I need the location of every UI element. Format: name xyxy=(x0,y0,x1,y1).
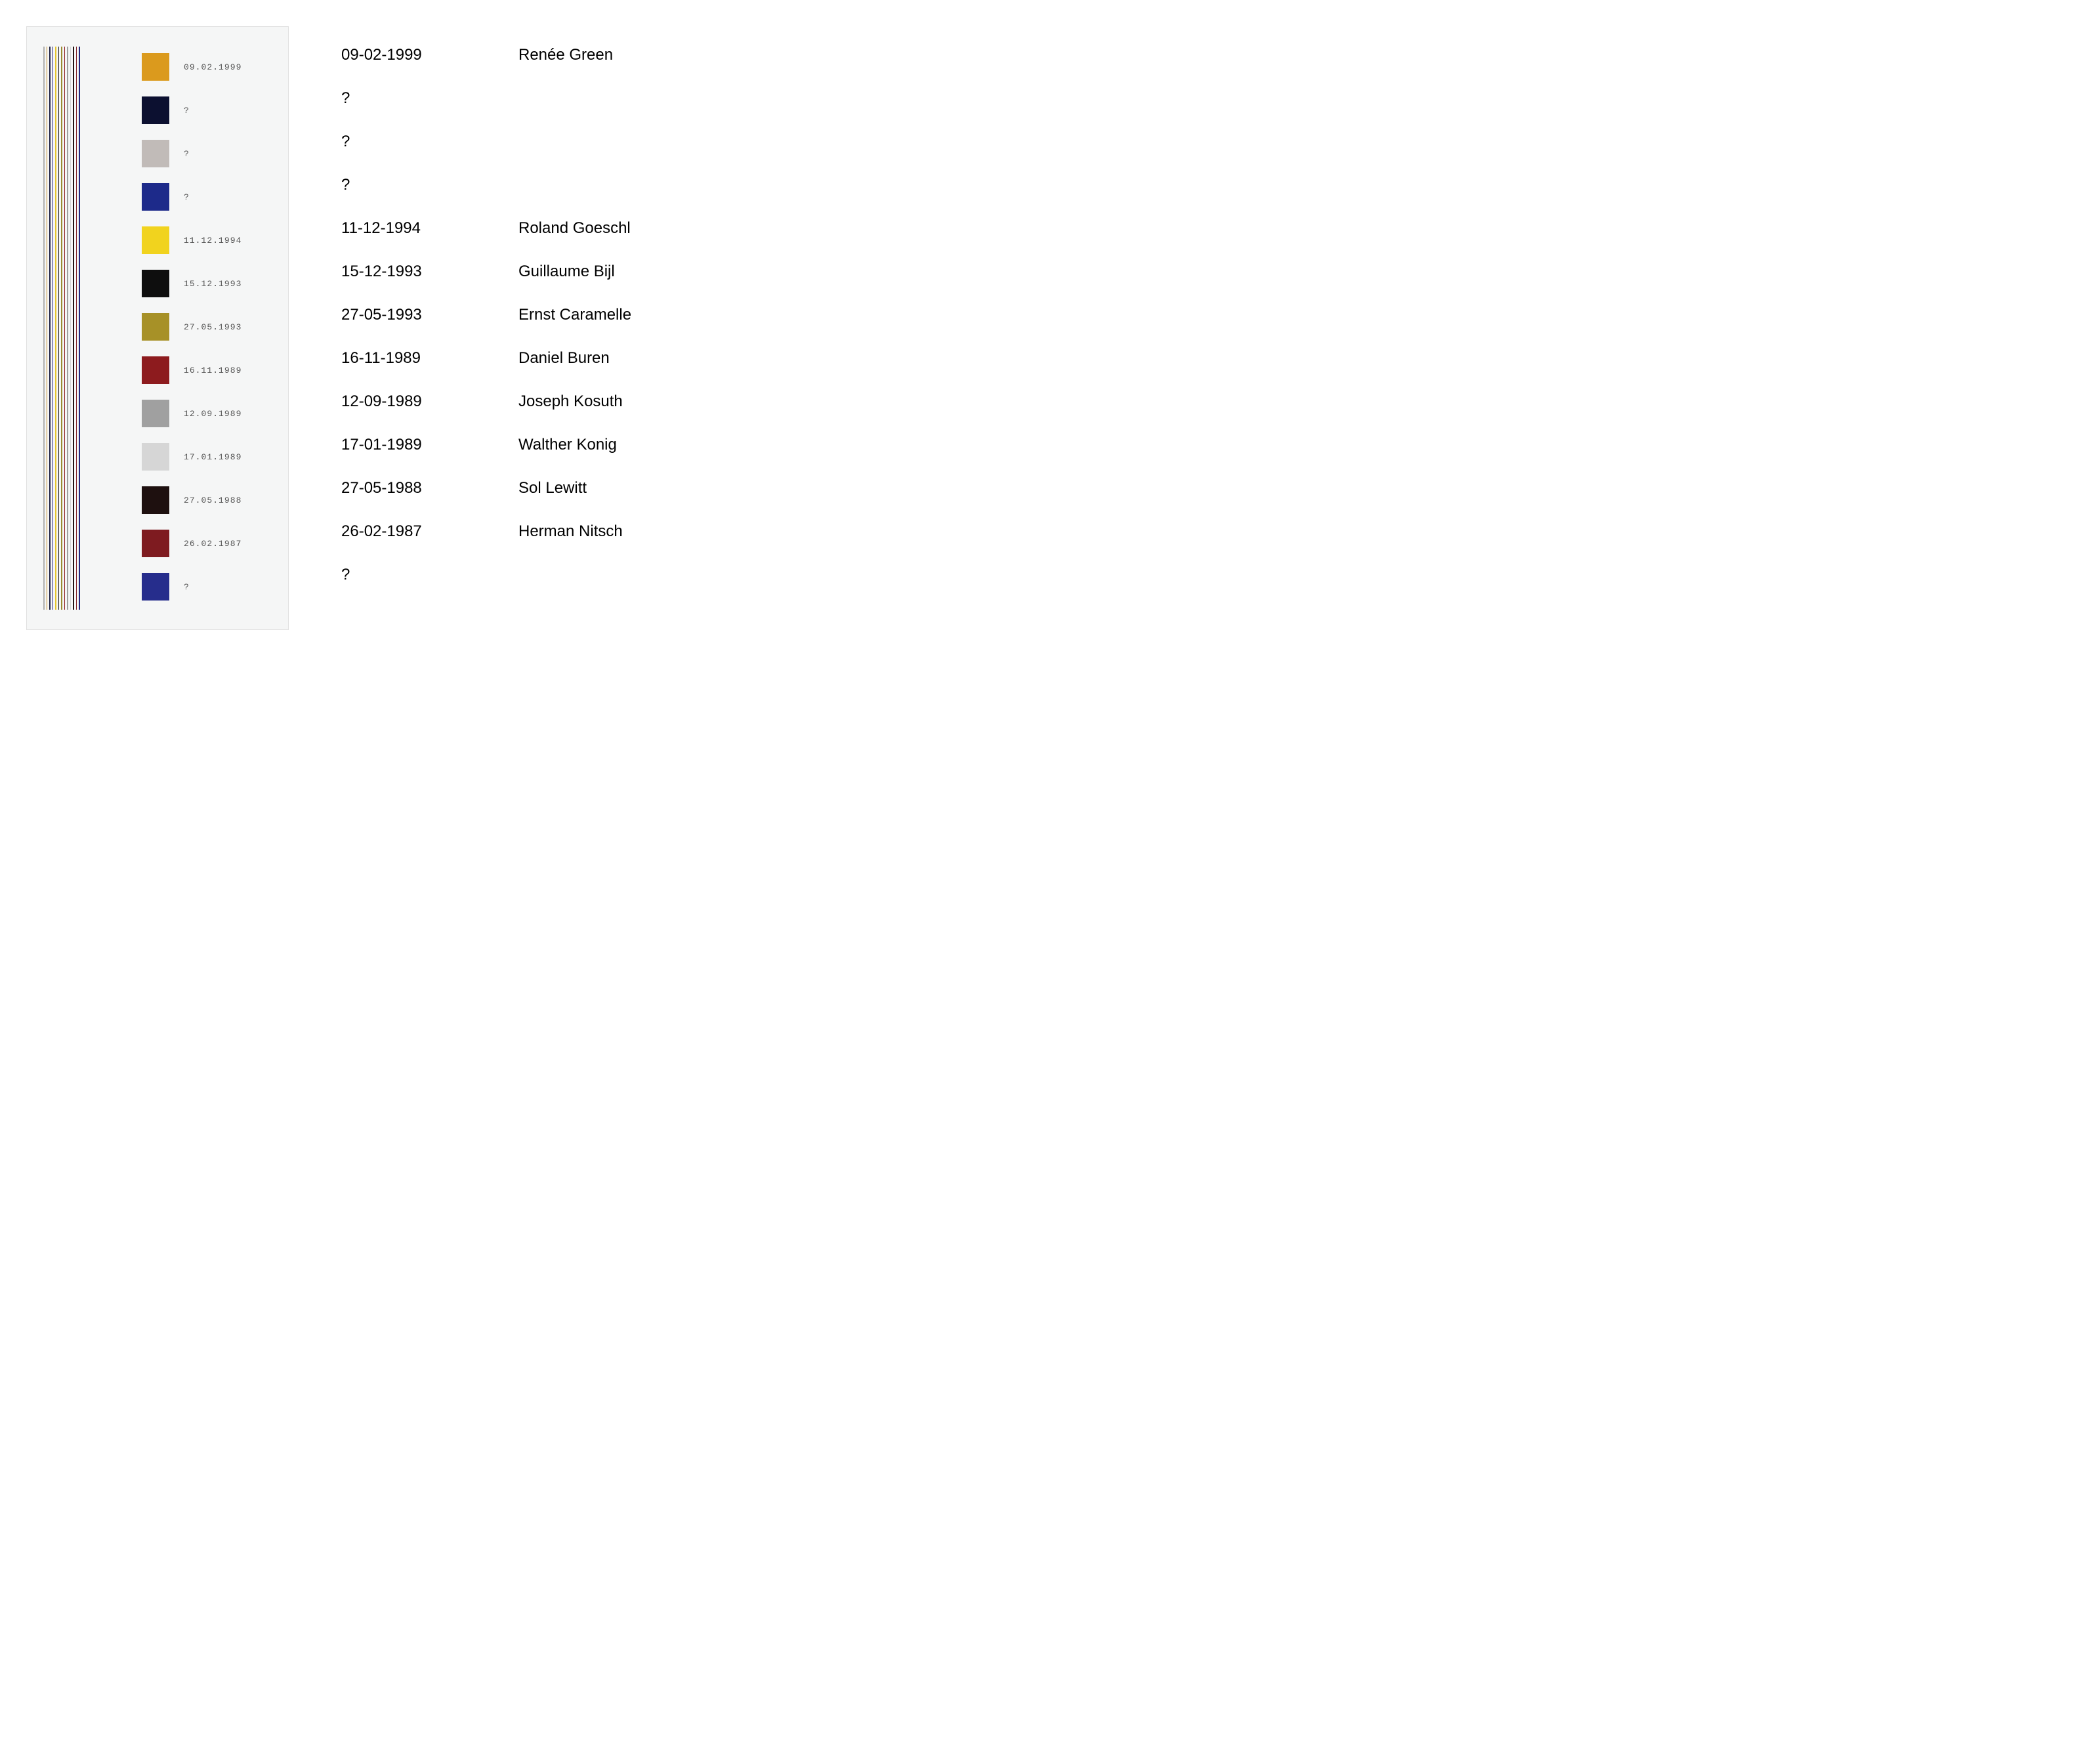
swatch-row: 27.05.1993 xyxy=(142,313,242,341)
entry-row: 16-11-1989 Daniel Buren xyxy=(341,349,631,368)
stripe xyxy=(43,47,45,610)
entry-date: 15-12-1993 xyxy=(341,263,459,281)
stripe xyxy=(58,47,60,610)
entry-date: 26-02-1987 xyxy=(341,522,459,541)
swatch-column: 09.02.1999??? 11.12.1994 15.12.1993 27.05.1… xyxy=(142,53,242,601)
entry-row: 09-02-1999 Renée Green xyxy=(341,46,631,64)
color-swatch xyxy=(142,356,169,384)
entry-date: 27-05-1988 xyxy=(341,479,459,497)
entry-row: 11-12-1994 Roland Goeschl xyxy=(341,219,631,238)
entry-name: Walther Konig xyxy=(518,436,617,454)
color-swatch xyxy=(142,183,169,211)
swatch-row: 16.11.1989 xyxy=(142,356,242,384)
swatch-label: ? xyxy=(184,106,190,116)
color-swatch xyxy=(142,270,169,297)
swatch-label: 27.05.1988 xyxy=(184,496,242,505)
stripe xyxy=(67,47,68,610)
swatch-row: ? xyxy=(142,140,242,167)
color-swatch xyxy=(142,400,169,427)
color-swatch xyxy=(142,96,169,124)
entry-date: ? xyxy=(341,566,459,584)
stripe-group xyxy=(43,47,80,610)
entry-name: Roland Goeschl xyxy=(518,219,631,238)
swatch-label: 26.02.1987 xyxy=(184,539,242,549)
stripe xyxy=(49,47,51,610)
entry-date: ? xyxy=(341,89,459,108)
artwork-panel: 09.02.1999??? 11.12.1994 15.12.1993 27.05.1… xyxy=(26,26,289,630)
color-swatch xyxy=(142,443,169,471)
swatch-row: 11.12.1994 xyxy=(142,226,242,254)
entry-date: ? xyxy=(341,133,459,151)
entry-date: 11-12-1994 xyxy=(341,219,459,238)
entry-row: 17-01-1989 Walther Konig xyxy=(341,436,631,454)
swatch-row: 17.01.1989 xyxy=(142,443,242,471)
entry-row: ? xyxy=(341,176,631,194)
entry-date: 17-01-1989 xyxy=(341,436,459,454)
color-swatch xyxy=(142,313,169,341)
color-swatch xyxy=(142,140,169,167)
entry-row: 12-09-1989 Joseph Kosuth xyxy=(341,392,631,411)
swatch-row: 26.02.1987 xyxy=(142,530,242,557)
stripe xyxy=(52,47,54,610)
color-swatch xyxy=(142,226,169,254)
entry-row: ? xyxy=(341,566,631,584)
color-swatch xyxy=(142,53,169,81)
entry-name: Sol Lewitt xyxy=(518,479,587,497)
color-swatch xyxy=(142,530,169,557)
swatch-label: 27.05.1993 xyxy=(184,322,242,332)
swatch-label: 11.12.1994 xyxy=(184,236,242,245)
swatch-label: ? xyxy=(184,192,190,202)
swatch-row: ? xyxy=(142,573,242,601)
swatch-row: 27.05.1988 xyxy=(142,486,242,514)
stripe xyxy=(76,47,77,610)
entry-row: 15-12-1993 Guillaume Bijl xyxy=(341,263,631,281)
entry-name: Guillaume Bijl xyxy=(518,263,615,281)
entry-date: 12-09-1989 xyxy=(341,392,459,411)
entry-row: 26-02-1987 Herman Nitsch xyxy=(341,522,631,541)
swatch-label: ? xyxy=(184,149,190,159)
stripe xyxy=(73,47,74,610)
entry-date: 16-11-1989 xyxy=(341,349,459,368)
swatch-row: ? xyxy=(142,183,242,211)
stripe xyxy=(79,47,80,610)
color-swatch xyxy=(142,573,169,601)
entry-name: Ernst Caramelle xyxy=(518,306,631,324)
swatch-label: 16.11.1989 xyxy=(184,366,242,375)
color-swatch xyxy=(142,486,169,514)
entry-date: 27-05-1993 xyxy=(341,306,459,324)
swatch-row: ? xyxy=(142,96,242,124)
swatch-label: 12.09.1989 xyxy=(184,409,242,419)
stripe xyxy=(64,47,66,610)
swatch-row: 09.02.1999 xyxy=(142,53,242,81)
swatch-row: 12.09.1989 xyxy=(142,400,242,427)
entry-row: ? xyxy=(341,89,631,108)
stripe xyxy=(70,47,72,610)
stripe xyxy=(61,47,62,610)
stripe xyxy=(47,47,48,610)
entry-name: Renée Green xyxy=(518,46,613,64)
entry-name: Daniel Buren xyxy=(518,349,610,368)
entry-date: 09-02-1999 xyxy=(341,46,459,64)
swatch-label: 09.02.1999 xyxy=(184,62,242,72)
entry-name: Herman Nitsch xyxy=(518,522,623,541)
entry-row: 27-05-1988 Sol Lewitt xyxy=(341,479,631,497)
entry-list: 09-02-1999 Renée Green??? 11-12-1994 Roland… xyxy=(341,26,631,630)
entry-row: 27-05-1993 Ernst Caramelle xyxy=(341,306,631,324)
swatch-label: 17.01.1989 xyxy=(184,452,242,462)
swatch-label: ? xyxy=(184,582,190,592)
entry-name: Joseph Kosuth xyxy=(518,392,623,411)
swatch-row: 15.12.1993 xyxy=(142,270,242,297)
swatch-label: 15.12.1993 xyxy=(184,279,242,289)
stripe xyxy=(55,47,56,610)
entry-row: ? xyxy=(341,133,631,151)
entry-date: ? xyxy=(341,176,459,194)
